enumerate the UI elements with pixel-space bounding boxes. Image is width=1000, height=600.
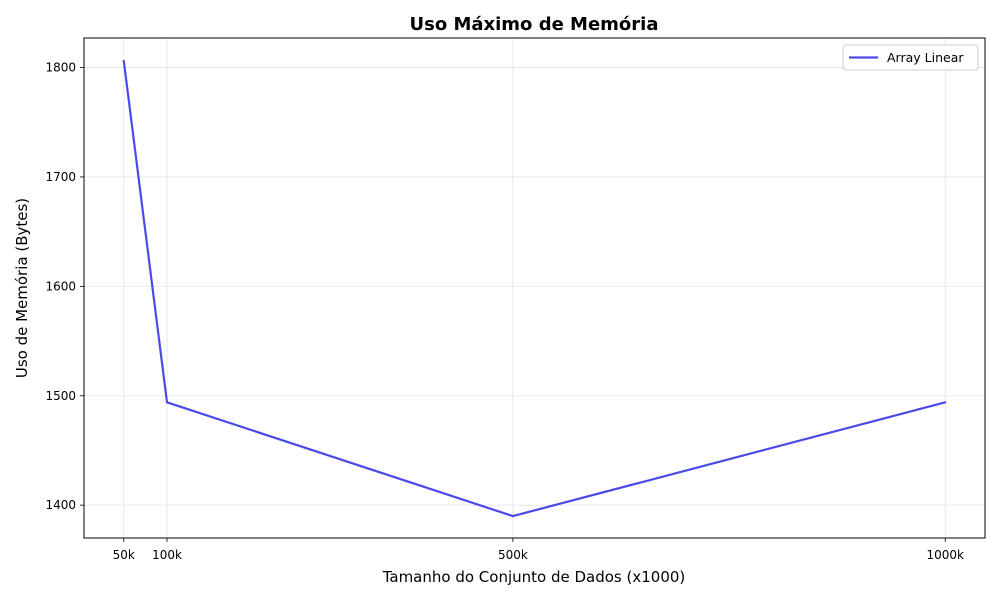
y-tick-label: 1800	[45, 61, 76, 75]
chart-title: Uso Máximo de Memória	[410, 14, 659, 35]
y-tick-label: 1500	[45, 389, 76, 403]
data-point	[165, 401, 169, 404]
legend-label-array-linear: Array Linear	[887, 50, 964, 65]
y-axis-ticks: 1400 1500 1600 1700 1800	[45, 61, 84, 512]
series-layer	[122, 59, 947, 518]
x-axis-ticks: 50k 100k 500k 1000k	[113, 538, 964, 562]
data-point	[122, 59, 125, 63]
x-tick-label: 100k	[152, 548, 182, 562]
legend: Array Linear	[842, 44, 979, 71]
series-line-0	[122, 60, 946, 518]
x-tick-label: 500k	[498, 548, 528, 562]
x-tick-label: 1000k	[926, 548, 964, 562]
plot-area	[83, 37, 986, 539]
y-tick-label: 1600	[45, 279, 76, 293]
data-point	[944, 401, 947, 404]
x-tick-label: 50k	[113, 548, 135, 562]
data-point	[511, 515, 514, 518]
legend-box	[842, 44, 979, 71]
y-tick-label: 1700	[45, 170, 76, 184]
y-axis-label: Uso de Memória (Bytes)	[13, 198, 31, 378]
grid	[84, 38, 985, 538]
x-axis-label: Tamanho do Conjunto de Dados (x1000)	[382, 568, 686, 586]
y-tick-label: 1400	[45, 498, 76, 512]
